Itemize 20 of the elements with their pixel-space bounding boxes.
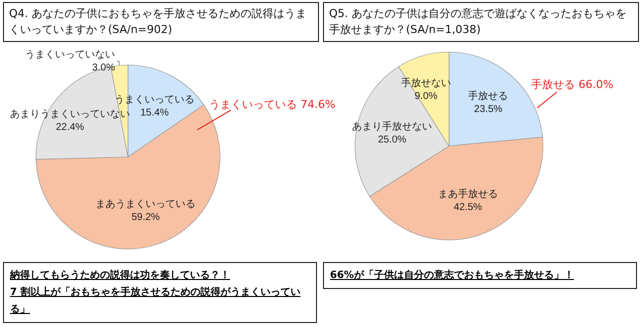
slice-label: まあ手放せる: [438, 188, 498, 200]
data-label: 22.4%: [56, 122, 84, 134]
slice-label: あまりうまくいっていない: [10, 109, 130, 120]
data-label: 42.5%: [454, 202, 482, 214]
data-label: 25.0%: [378, 134, 406, 146]
text: 手放せる 66.0%: [531, 77, 614, 92]
slice-label: あまり手放せない: [352, 120, 432, 132]
data-label: 9.0%: [414, 91, 438, 102]
chart-title: Q4. あなたの子供におもちゃを手放させるための説得はうまくいっていますか？(SA/n=902): [3, 2, 319, 42]
slice-label: うまくいっている: [114, 94, 195, 106]
data-label: 15.4%: [140, 108, 169, 119]
text: うまくいっている 74.6%: [209, 97, 336, 112]
slice-label: うまくいっていない: [24, 49, 115, 60]
data-label: 23.5%: [474, 104, 503, 115]
data-label: 59.2%: [131, 212, 160, 224]
slice-label: まあうまくいっている: [96, 199, 196, 210]
chart-title: Q5. あなたの子供は自分の意志で遊ばなくなったおもちゃを手放せますか？(SA/n=1,038): [323, 2, 639, 42]
slice-label: 手放せない: [401, 77, 451, 90]
data-label: 3.0%: [92, 62, 116, 74]
slice-label: 手放せる: [468, 90, 508, 102]
